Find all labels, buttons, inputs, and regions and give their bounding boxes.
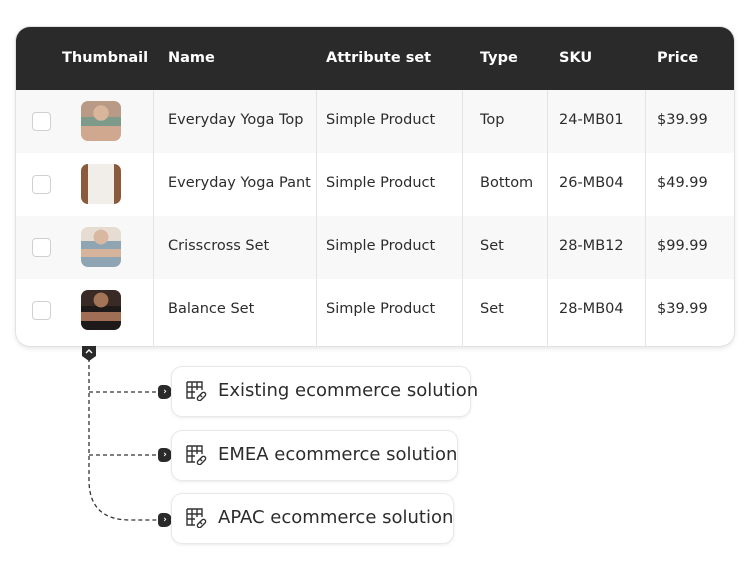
solution-chip[interactable]: Existing ecommerce solution bbox=[172, 367, 478, 416]
row-checkbox[interactable] bbox=[32, 301, 51, 320]
row-checkbox[interactable] bbox=[32, 238, 51, 257]
collapse-toggle[interactable] bbox=[82, 346, 96, 361]
product-name: Everyday Yoga Pant bbox=[168, 175, 311, 191]
product-sku: 28-MB12 bbox=[559, 238, 624, 254]
chevron-right-icon: › bbox=[158, 513, 172, 527]
divider bbox=[547, 90, 548, 346]
table-row[interactable]: Balance Set Simple Product Set 28-MB04 $… bbox=[16, 279, 734, 342]
attribute-set: Simple Product bbox=[326, 175, 436, 191]
column-attribute-set[interactable]: Attribute set bbox=[326, 50, 432, 66]
attribute-set: Simple Product bbox=[326, 238, 436, 254]
column-thumbnail[interactable]: Thumbnail bbox=[62, 50, 149, 66]
divider bbox=[153, 90, 154, 346]
product-price: $39.99 bbox=[657, 112, 708, 128]
product-name: Everyday Yoga Top bbox=[168, 112, 304, 128]
solution-label: EMEA ecommerce solution bbox=[218, 444, 458, 465]
product-table: Thumbnail Name Attribute set Type SKU Pr… bbox=[16, 27, 734, 346]
divider bbox=[316, 90, 317, 346]
attribute-set: Simple Product bbox=[326, 112, 436, 128]
row-checkbox[interactable] bbox=[32, 112, 51, 131]
product-name: Crisscross Set bbox=[168, 238, 270, 254]
product-thumbnail bbox=[81, 290, 121, 330]
chevron-right-icon: › bbox=[158, 385, 172, 399]
product-thumbnail bbox=[81, 164, 121, 204]
solution-chip[interactable]: APAC ecommerce solution bbox=[172, 494, 453, 543]
attribute-set: Simple Product bbox=[326, 301, 436, 317]
divider bbox=[645, 90, 646, 346]
product-type: Bottom bbox=[480, 175, 534, 191]
product-sku: 24-MB01 bbox=[559, 112, 624, 128]
product-type: Set bbox=[480, 238, 504, 254]
product-thumbnail bbox=[81, 227, 121, 267]
row-checkbox[interactable] bbox=[32, 175, 51, 194]
table-row[interactable]: Everyday Yoga Top Simple Product Top 24-… bbox=[16, 90, 734, 153]
table-link-icon bbox=[186, 508, 207, 528]
product-sku: 26-MB04 bbox=[559, 175, 624, 191]
solution-label: Existing ecommerce solution bbox=[218, 380, 479, 401]
product-price: $49.99 bbox=[657, 175, 708, 191]
product-price: $99.99 bbox=[657, 238, 708, 254]
column-sku[interactable]: SKU bbox=[559, 50, 593, 66]
table-link-icon bbox=[186, 381, 207, 401]
product-type: Set bbox=[480, 301, 504, 317]
table-header: Thumbnail Name Attribute set Type SKU Pr… bbox=[16, 27, 734, 90]
chevron-right-icon: › bbox=[158, 448, 172, 462]
column-price[interactable]: Price bbox=[657, 50, 699, 66]
table-row[interactable]: Crisscross Set Simple Product Set 28-MB1… bbox=[16, 216, 734, 279]
solution-chip[interactable]: EMEA ecommerce solution bbox=[172, 431, 457, 480]
product-sku: 28-MB04 bbox=[559, 301, 624, 317]
solution-label: APAC ecommerce solution bbox=[218, 507, 454, 528]
column-name[interactable]: Name bbox=[168, 50, 215, 66]
product-thumbnail bbox=[81, 101, 121, 141]
product-name: Balance Set bbox=[168, 301, 255, 317]
table-row[interactable]: Everyday Yoga Pant Simple Product Bottom… bbox=[16, 153, 734, 216]
product-price: $39.99 bbox=[657, 301, 708, 317]
product-type: Top bbox=[480, 112, 505, 128]
divider bbox=[462, 90, 463, 346]
column-type[interactable]: Type bbox=[480, 50, 518, 66]
table-link-icon bbox=[186, 445, 207, 465]
